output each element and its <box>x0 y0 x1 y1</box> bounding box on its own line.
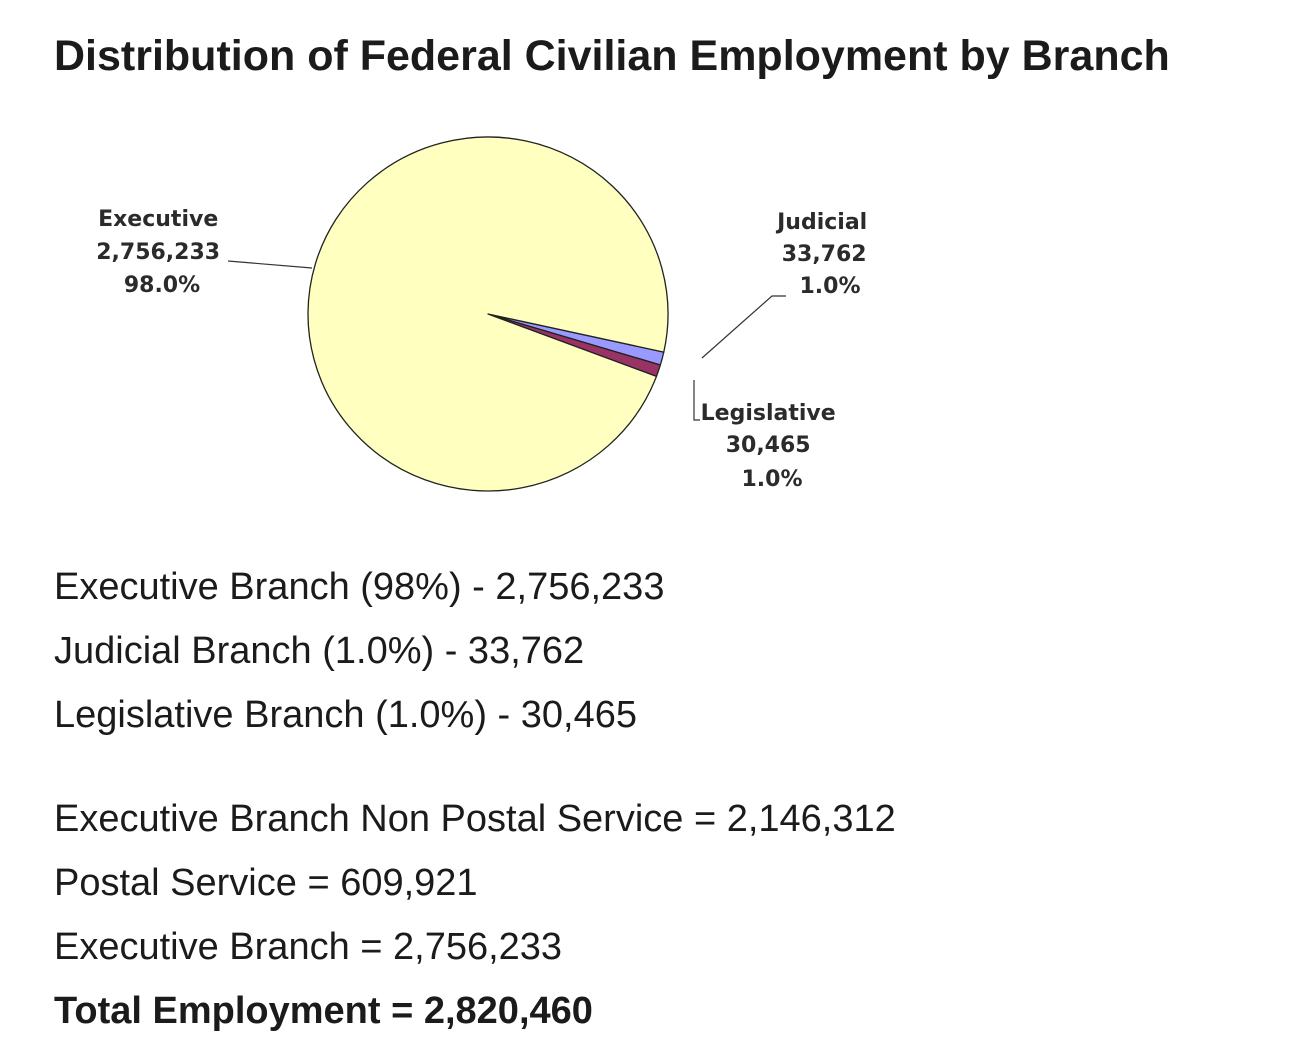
legislative-leader-line <box>693 380 700 421</box>
pie-slices <box>307 136 669 492</box>
executive-leader-line <box>227 260 313 269</box>
branch-summary: Executive Branch (98%) - 2,756,233 Judic… <box>54 555 664 747</box>
judicial-value: 33,762 <box>782 242 867 267</box>
summary-legislative: Legislative Branch (1.0%) - 30,465 <box>54 694 637 736</box>
summary-judicial: Judicial Branch (1.0%) - 33,762 <box>54 630 585 672</box>
legislative-percent: 1.0% <box>741 467 802 492</box>
legislative-name: Legislative <box>701 401 836 426</box>
page-title: Distribution of Federal Civilian Employm… <box>54 32 1170 80</box>
legislative-value: 30,465 <box>726 433 811 458</box>
executive-breakdown: Executive Branch Non Postal Service = 2,… <box>54 787 896 1043</box>
judicial-label: Judicial 33,762 1.0% <box>775 210 875 299</box>
pie-chart: Executive 2,756,233 98.0% Judicial 33,76… <box>96 136 875 492</box>
slice-executive <box>307 136 669 492</box>
executive-percent: 98.0% <box>124 273 200 298</box>
judicial-leader-line <box>701 295 786 359</box>
summary-executive: Executive Branch (98%) - 2,756,233 <box>54 566 665 608</box>
breakdown-postal: Postal Service = 609,921 <box>54 862 478 904</box>
breakdown-non-postal: Executive Branch Non Postal Service = 2,… <box>54 798 896 840</box>
breakdown-executive: Executive Branch = 2,756,233 <box>54 926 563 968</box>
executive-label: Executive 2,756,233 98.0% <box>96 207 228 298</box>
total-employment: Total Employment = 2,820,460 <box>54 990 593 1032</box>
executive-value: 2,756,233 <box>96 240 220 265</box>
judicial-percent: 1.0% <box>799 274 860 299</box>
executive-name: Executive <box>98 207 218 232</box>
legislative-label: Legislative 30,465 1.0% <box>701 401 844 492</box>
judicial-name: Judicial <box>775 210 867 235</box>
